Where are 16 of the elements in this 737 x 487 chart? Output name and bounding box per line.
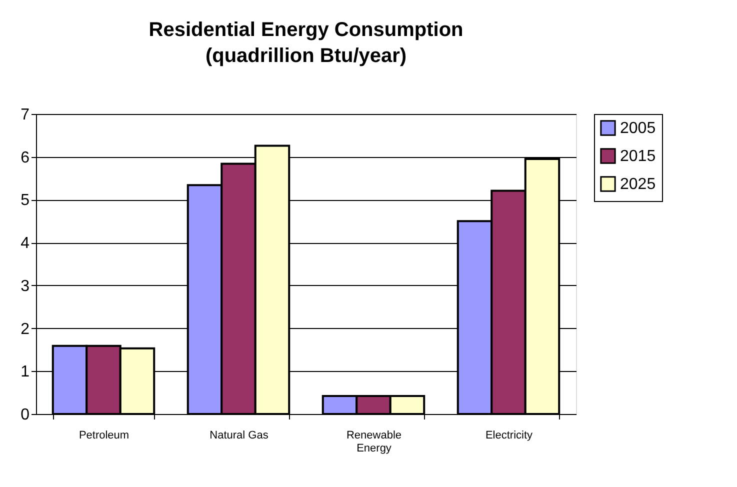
y-tick-label: 5 bbox=[20, 192, 30, 210]
legend-label: 2015 bbox=[620, 148, 656, 165]
chart-title: Residential Energy Consumption (quadrillion Btu/year) bbox=[148, 19, 464, 67]
legend-label: 2025 bbox=[620, 176, 656, 193]
x-tick-label: Natural Gas bbox=[210, 430, 269, 442]
y-tick-label: 0 bbox=[20, 406, 30, 424]
legend-label: 2005 bbox=[620, 120, 656, 137]
y-tick-label: 6 bbox=[20, 149, 30, 166]
y-tick-label: 4 bbox=[20, 235, 30, 252]
y-tick-label: 7 bbox=[20, 106, 30, 124]
x-tick-label: Renewable Energy bbox=[346, 430, 402, 454]
y-tick-label: 1 bbox=[20, 364, 30, 381]
x-tick-label: Petroleum bbox=[78, 430, 130, 442]
y-tick-label: 3 bbox=[20, 278, 30, 295]
x-tick-label: Electricity bbox=[485, 430, 534, 442]
y-tick-label: 2 bbox=[20, 320, 30, 338]
